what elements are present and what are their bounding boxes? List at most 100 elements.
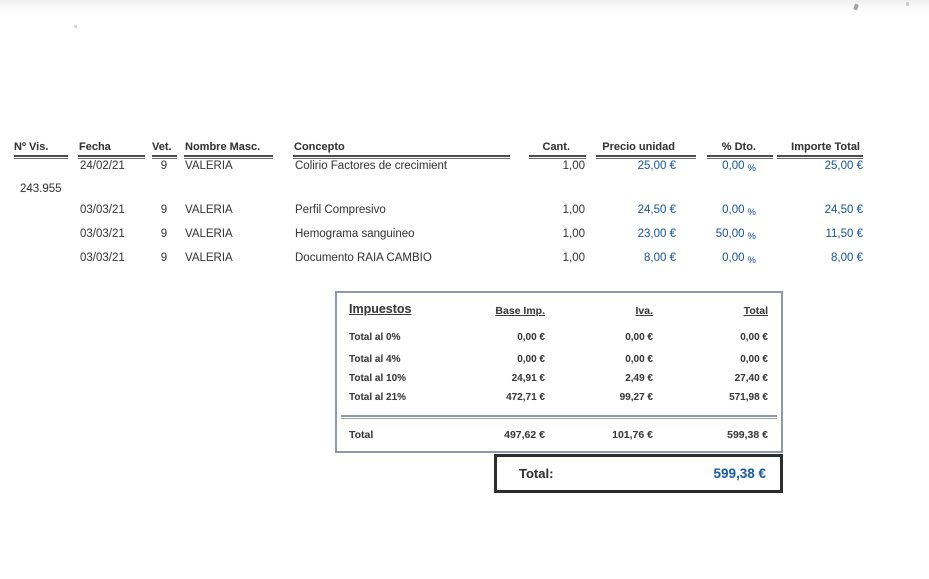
tax-total-value: 27,40 €: [734, 373, 768, 384]
cell-cant: 1,00: [562, 160, 585, 172]
col-header-importe-total: Importe Total: [791, 141, 860, 153]
tax-row-label: Total al 0%: [349, 332, 401, 343]
tax-col-header-base-imp: Base Imp.: [495, 305, 545, 317]
col-header-pct-dto: % Dto.: [721, 141, 756, 153]
dto-value: 50,00: [715, 228, 745, 240]
header-underline: [293, 155, 510, 159]
cell-concepto: Perfil Compresivo: [295, 204, 386, 216]
cell-concepto: Hemograma sanguineo: [295, 228, 415, 240]
col-header-concepto: Concepto: [294, 141, 345, 153]
dto-value: 0,00: [722, 204, 745, 216]
tax-iva-value: 0,00 €: [625, 354, 653, 365]
cell-nombre: VALERIA: [185, 204, 233, 216]
tax-iva-value: 99,27 €: [619, 392, 653, 403]
tax-row-label: Total al 4%: [349, 354, 401, 365]
tax-row-label: Total al 21%: [349, 392, 407, 403]
cell-vet: 9: [160, 228, 168, 240]
tax-col-header-iva: Iva.: [635, 305, 653, 317]
dto-percent-sign: %: [747, 163, 756, 174]
cell-cant: 1,00: [562, 228, 585, 240]
tax-box-title: Impuestos: [349, 302, 412, 316]
tax-separator-line: [341, 415, 777, 419]
header-underline: [707, 155, 773, 159]
cell-precio-unidad: 23,00 €: [637, 228, 676, 240]
cell-nombre: VALERIA: [185, 252, 233, 264]
cell-fecha: 03/03/21: [80, 228, 125, 240]
header-underline: [529, 155, 586, 159]
tax-total-value: 0,00 €: [740, 354, 768, 365]
table-row: 03/03/21 9 VALERIA Perfil Compresivo 1,0…: [0, 204, 929, 219]
cell-fecha: 03/03/21: [80, 204, 125, 216]
grand-total-label: Total:: [519, 466, 554, 481]
cell-importe-total: 24,50 €: [824, 204, 863, 216]
dto-percent-sign: %: [747, 207, 756, 218]
cell-importe-total: 25,00 €: [824, 160, 863, 172]
cell-fecha: 24/02/21: [80, 160, 125, 172]
grand-total-box: Total: 599,38 €: [494, 454, 783, 493]
tax-base-value: 24,91 €: [511, 373, 545, 384]
tax-total-iva-sum: 101,76 €: [612, 429, 653, 441]
cell-concepto: Colirio Factores de crecimient: [295, 160, 448, 172]
cell-precio-unidad: 8,00 €: [644, 252, 676, 264]
tax-row: Total al 4% 0,00 € 0,00 € 0,00 €: [337, 354, 781, 367]
scan-noise-band: [0, 0, 929, 16]
header-underline: [184, 155, 273, 159]
cell-concepto: Documento RAIA CAMBIO: [295, 252, 432, 264]
cell-precio-unidad: 25,00 €: [637, 160, 676, 172]
header-underline: [78, 155, 145, 159]
tax-total-base-sum: 497,62 €: [504, 429, 545, 441]
cell-importe-total: 11,50 €: [825, 228, 863, 240]
dto-percent-sign: %: [747, 255, 756, 266]
cell-pct-dto: 50,00%: [656, 228, 756, 242]
cell-nombre: VALERIA: [185, 228, 233, 240]
scan-speck: [906, 2, 909, 6]
cell-importe-total: 8,00 €: [831, 252, 863, 264]
grand-total-value: 599,38 €: [713, 466, 766, 481]
table-row: 24/02/21 9 VALERIA Colirio Factores de c…: [0, 160, 929, 175]
table-row: 03/03/21 9 VALERIA Hemograma sanguineo 1…: [0, 228, 929, 243]
cell-pct-dto: 0,00%: [656, 204, 756, 218]
tax-col-header-total: Total: [743, 305, 768, 317]
visit-number: 243.955: [20, 183, 62, 195]
col-header-fecha: Fecha: [79, 141, 111, 153]
tax-row: Total al 10% 24,91 € 2,49 € 27,40 €: [337, 373, 781, 386]
tax-summary-box: Impuestos Base Imp. Iva. Total Total al …: [335, 291, 783, 453]
tax-row: Total al 21% 472,71 € 99,27 € 571,98 €: [337, 392, 781, 405]
tax-total-grand-sum: 599,38 €: [727, 429, 768, 441]
tax-total-row: Total 497,62 € 101,76 € 599,38 €: [337, 429, 781, 443]
header-underline: [152, 155, 177, 159]
tax-base-value: 0,00 €: [517, 332, 545, 343]
cell-pct-dto: 0,00%: [656, 252, 756, 266]
cell-precio-unidad: 24,50 €: [637, 204, 676, 216]
scan-speck: [74, 25, 77, 28]
header-underline: [596, 155, 696, 159]
tax-base-value: 0,00 €: [517, 354, 545, 365]
cell-cant: 1,00: [562, 252, 585, 264]
tax-row-label: Total al 10%: [349, 373, 407, 384]
table-row: 03/03/21 9 VALERIA Documento RAIA CAMBIO…: [0, 252, 929, 267]
cell-cant: 1,00: [562, 204, 585, 216]
dto-value: 0,00: [722, 252, 745, 264]
tax-total-label: Total: [349, 429, 374, 441]
tax-total-value: 571,98 €: [729, 392, 768, 403]
cell-fecha: 03/03/21: [80, 252, 125, 264]
cell-nombre: VALERIA: [185, 160, 233, 172]
tax-total-value: 0,00 €: [740, 332, 768, 343]
col-header-nombre-masc: Nombre Masc.: [185, 141, 261, 153]
header-underline: [777, 155, 863, 159]
cell-vet: 9: [160, 160, 168, 172]
col-header-no-vis: Nº Vis.: [14, 141, 49, 153]
dto-percent-sign: %: [747, 231, 756, 242]
tax-base-value: 472,71 €: [506, 392, 545, 403]
col-header-cant: Cant.: [542, 141, 571, 153]
tax-iva-value: 2,49 €: [625, 373, 653, 384]
tax-iva-value: 0,00 €: [625, 332, 653, 343]
scan-speck: [853, 3, 859, 11]
header-underline: [14, 155, 68, 159]
col-header-vet: Vet.: [152, 141, 172, 153]
cell-vet: 9: [160, 252, 168, 264]
col-header-precio-unidad: Precio unidad: [602, 141, 675, 153]
tax-row: Total al 0% 0,00 € 0,00 € 0,00 €: [337, 332, 781, 345]
cell-vet: 9: [160, 204, 168, 216]
